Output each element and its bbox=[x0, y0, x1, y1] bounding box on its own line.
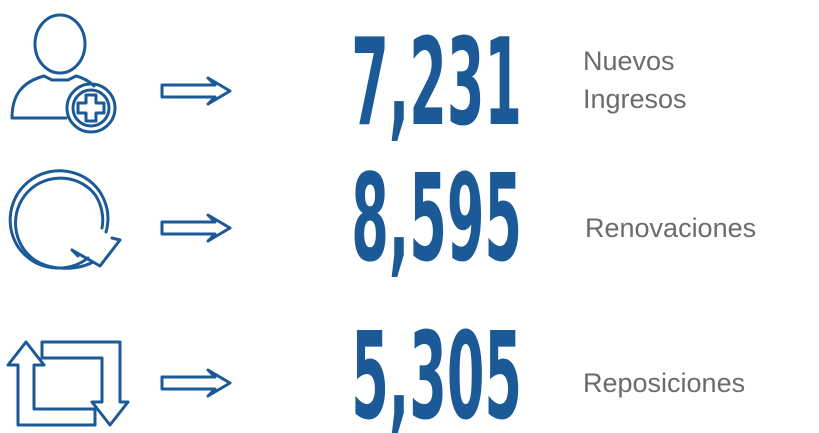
replacement-icon bbox=[6, 340, 130, 427]
label: Renovaciones bbox=[585, 213, 756, 243]
renewal-icon bbox=[8, 169, 122, 270]
value: 7,231 bbox=[351, 13, 522, 152]
value: 8,595 bbox=[351, 149, 522, 288]
label: Nuevos bbox=[583, 46, 675, 76]
value: 5,305 bbox=[351, 307, 522, 433]
arrows bbox=[160, 76, 232, 398]
label: Ingresos bbox=[583, 84, 687, 114]
new-user-icon bbox=[10, 13, 117, 134]
label: Reposiciones bbox=[583, 368, 745, 398]
